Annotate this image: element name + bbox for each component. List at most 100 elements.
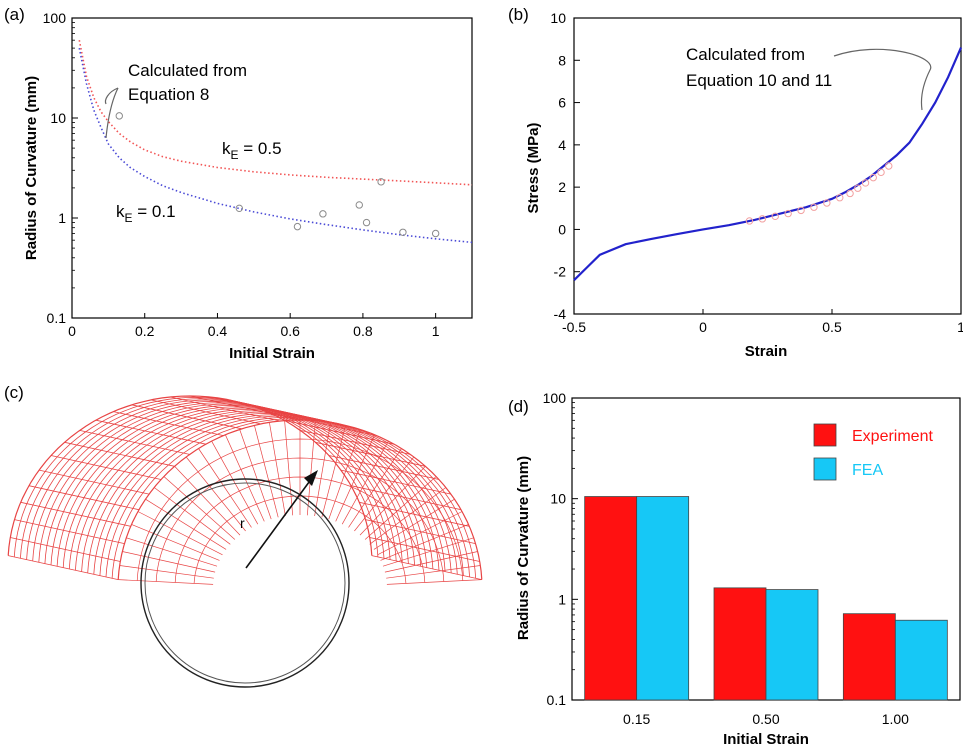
mesh-line bbox=[254, 425, 279, 518]
stress-strain-curve bbox=[573, 47, 963, 281]
panel-d-legend: Experiment FEA bbox=[813, 423, 933, 481]
panel-a-xtick-label: 0 bbox=[68, 323, 76, 339]
mesh-line bbox=[185, 456, 246, 532]
legend-label-experiment: Experiment bbox=[852, 428, 933, 445]
panel-d: (d) 0.1 1 10 100 0.15 0.50 1.00 Experiment FEA… bbox=[508, 390, 961, 748]
panel-b-ticks: -0.5 0 0.5 1 -4 -2 0 2 4 6 8 10 bbox=[550, 10, 963, 335]
mesh-line bbox=[62, 407, 428, 568]
panel-b-ytick-label: 8 bbox=[558, 52, 566, 68]
mesh-line bbox=[239, 429, 272, 520]
mesh-line bbox=[145, 498, 227, 550]
panel-a-ylabel: Radius of Curvature (mm) bbox=[23, 76, 40, 260]
mesh-line bbox=[377, 511, 463, 556]
panel-a-plot-frame bbox=[71, 17, 473, 319]
mesh-line bbox=[335, 434, 375, 522]
panel-d-xlabel: Initial Strain bbox=[723, 731, 809, 748]
experiment-data-point bbox=[771, 212, 779, 221]
panel-d-xtick-label: 0.50 bbox=[752, 711, 779, 727]
panel-a-xtick-label: 1 bbox=[432, 323, 440, 339]
panel-b-annotation-line1: Calculated from bbox=[686, 45, 805, 64]
mesh-line bbox=[93, 414, 458, 575]
mesh-line bbox=[26, 399, 391, 560]
panel-b-ytick-label: -4 bbox=[554, 306, 567, 322]
panel-b-ytick-label: 10 bbox=[550, 10, 566, 26]
experiment-data-point bbox=[846, 189, 854, 198]
panel-a-ytick-label: 1 bbox=[58, 210, 66, 226]
experiment-data-point bbox=[293, 222, 302, 231]
mesh-line bbox=[122, 551, 216, 573]
panel-b-ytick-label: 2 bbox=[558, 179, 566, 195]
panel-b-ytick-label: 4 bbox=[558, 137, 566, 153]
experiment-data-point bbox=[319, 210, 327, 218]
mesh-line bbox=[198, 448, 252, 528]
panel-b-xtick-label: 0 bbox=[699, 319, 707, 335]
panel-a-annotation-pointer bbox=[105, 87, 119, 139]
experiment-data-point bbox=[115, 112, 123, 120]
panel-d-ylabel: Radius of Curvature (mm) bbox=[515, 456, 532, 640]
panel-b-xtick-label: 1 bbox=[957, 319, 963, 335]
panel-a-label: (a) bbox=[4, 5, 25, 24]
panel-a-ytick-label: 0.1 bbox=[47, 310, 67, 326]
mesh-line bbox=[364, 476, 437, 540]
panel-c-label: (c) bbox=[4, 383, 24, 402]
radius-arrow bbox=[245, 477, 313, 569]
experiment-data-point bbox=[355, 201, 363, 209]
panel-b-ytick-label: -2 bbox=[554, 264, 567, 280]
panel-a-series bbox=[78, 40, 473, 244]
mesh-line bbox=[386, 565, 481, 579]
mesh-line bbox=[13, 396, 379, 557]
panel-b-plot-frame bbox=[573, 17, 962, 315]
panel-b-xlabel: Strain bbox=[745, 343, 788, 360]
panel-a-xlabel: Initial Strain bbox=[229, 345, 315, 362]
mesh-line bbox=[321, 425, 346, 518]
mesh-line bbox=[44, 403, 409, 564]
mesh-line bbox=[75, 410, 440, 571]
panel-a-annotation-line1: Calculated from bbox=[128, 61, 247, 80]
mesh-line bbox=[137, 511, 223, 556]
mesh-line bbox=[382, 537, 474, 567]
mesh-line bbox=[68, 408, 434, 569]
mesh-line bbox=[386, 579, 482, 585]
experiment-data-point bbox=[758, 215, 767, 223]
bar-experiment-0.50 bbox=[713, 587, 767, 701]
mesh-line bbox=[56, 406, 422, 567]
panel-a-xtick-label: 0.4 bbox=[208, 323, 228, 339]
panel-b-ytick-label: 6 bbox=[558, 95, 566, 111]
experiment-data-point bbox=[854, 184, 862, 192]
mesh-line bbox=[119, 565, 214, 579]
radius-arrowhead bbox=[304, 470, 318, 486]
panel-a-ke-low-label: kE = 0.1 bbox=[116, 202, 176, 225]
experiment-data-point bbox=[885, 162, 893, 170]
mesh-line bbox=[225, 434, 265, 522]
experiment-data-point bbox=[836, 194, 844, 202]
panel-a-ke-high-label: kE = 0.5 bbox=[222, 139, 282, 162]
experiment-data-point bbox=[377, 178, 385, 186]
panel-b: (b) -0.5 0 0.5 1 -4 -2 0 2 4 6 8 10 Strain Stress (… bbox=[508, 5, 963, 360]
bar-fea-1.00 bbox=[894, 619, 948, 701]
bar-experiment-0.15 bbox=[584, 496, 638, 701]
experiment-data-point bbox=[431, 229, 440, 238]
mesh-line bbox=[118, 579, 214, 585]
mesh-line bbox=[211, 440, 259, 525]
panel-d-label: (d) bbox=[508, 397, 529, 416]
panel-b-ylabel: Stress (MPa) bbox=[525, 123, 542, 214]
mesh-line bbox=[81, 411, 446, 572]
ke-0.5-curve bbox=[78, 40, 473, 186]
panel-b-ytick-label: 0 bbox=[558, 221, 566, 237]
panel-a-xtick-label: 0.2 bbox=[135, 323, 155, 339]
mesh-line bbox=[306, 420, 316, 516]
panel-a-ytick-label: 10 bbox=[50, 110, 66, 126]
mesh-line bbox=[359, 466, 426, 536]
mesh-line bbox=[153, 487, 231, 545]
panel-a-annotation-bracket bbox=[104, 87, 119, 105]
mesh-line bbox=[131, 524, 220, 561]
mesh-line bbox=[126, 537, 218, 567]
mesh-line bbox=[174, 476, 426, 583]
mesh-line bbox=[20, 398, 385, 559]
mesh-line bbox=[384, 551, 478, 573]
mesh-line bbox=[269, 422, 286, 517]
panel-a-xtick-label: 0.8 bbox=[353, 323, 373, 339]
panel-b-annotation-line2: Equation 10 and 11 bbox=[686, 71, 832, 90]
panel-b-xtick-label: 0.5 bbox=[822, 319, 842, 335]
mesh-line bbox=[314, 422, 331, 517]
